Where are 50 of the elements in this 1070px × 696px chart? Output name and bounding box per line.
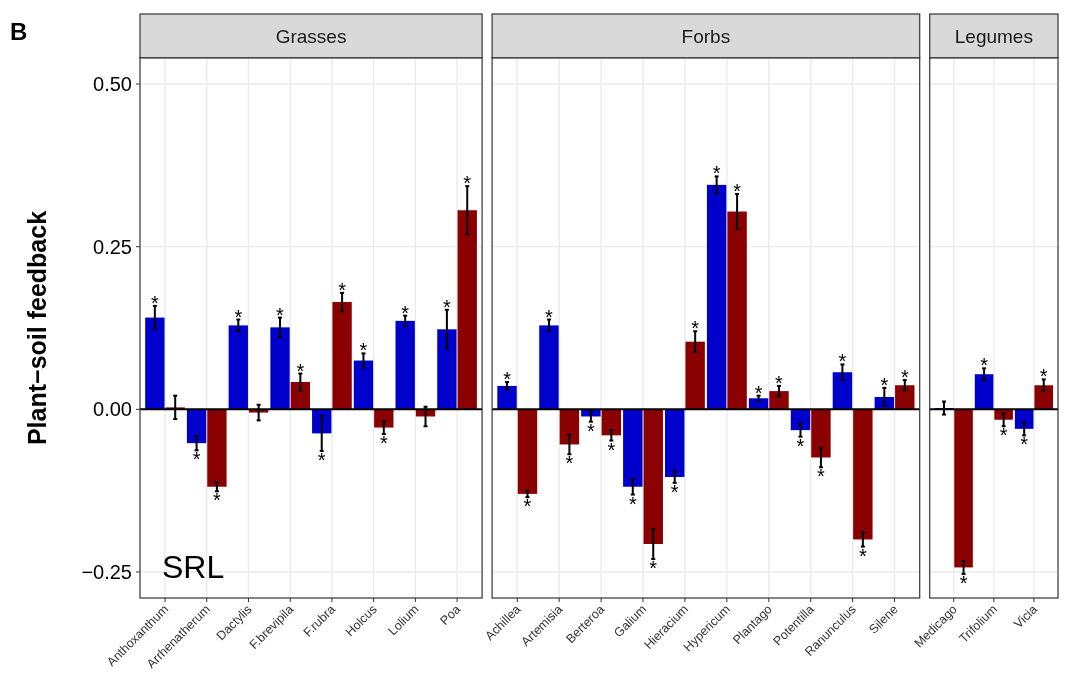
text: B — [10, 18, 28, 45]
data-label: * — [858, 544, 867, 567]
y-tick-label: 0.25 — [93, 235, 132, 258]
data-label: * — [754, 381, 763, 404]
data-label: * — [213, 489, 222, 512]
data-label: * — [775, 371, 784, 394]
data-label: * — [649, 556, 658, 579]
data-label: * — [691, 317, 700, 340]
data-label: * — [817, 465, 826, 488]
data-label: * — [565, 452, 574, 475]
y-tick-label: −0.25 — [81, 560, 132, 583]
data-label: * — [359, 339, 368, 362]
data-label: * — [317, 448, 326, 471]
data-label: * — [442, 295, 451, 318]
y-tick-label: 0.50 — [93, 73, 132, 96]
data-label: * — [463, 172, 472, 195]
data-label: * — [401, 301, 410, 324]
data-label: * — [796, 434, 805, 457]
y-axis-title: Plant−soil feedback — [23, 210, 51, 446]
data-label: * — [1020, 433, 1029, 456]
chart-title: Legumes — [954, 26, 1033, 47]
data-label: * — [628, 492, 637, 515]
data-label: * — [959, 571, 968, 594]
data-label: * — [379, 432, 388, 455]
data-label: * — [607, 438, 616, 461]
annotation: SRL — [162, 549, 225, 585]
data-label: * — [1039, 365, 1048, 388]
data-label: * — [586, 419, 595, 442]
data-label: * — [338, 278, 347, 301]
data-label: * — [276, 303, 285, 326]
data-label: * — [670, 480, 679, 503]
data-label: * — [503, 368, 512, 390]
data-label: * — [900, 366, 909, 389]
data-label: * — [523, 495, 532, 518]
data-label: * — [192, 448, 201, 471]
chart-title: Grasses — [275, 26, 347, 47]
data-label: * — [733, 179, 742, 202]
data-label: * — [999, 424, 1008, 447]
x-tick-label: Vicia — [1011, 602, 1041, 632]
data-label: * — [296, 359, 305, 382]
chart-title: Forbs — [681, 26, 731, 47]
data-label: * — [880, 373, 889, 396]
data-label: * — [712, 162, 721, 185]
y-tick-label: 0.00 — [93, 398, 132, 421]
x-tick-label: Poa — [437, 602, 464, 628]
data-label: * — [838, 350, 847, 373]
data-label: * — [150, 291, 159, 314]
data-label: * — [234, 305, 243, 328]
data-label: * — [545, 305, 554, 328]
data-label: * — [980, 354, 989, 377]
